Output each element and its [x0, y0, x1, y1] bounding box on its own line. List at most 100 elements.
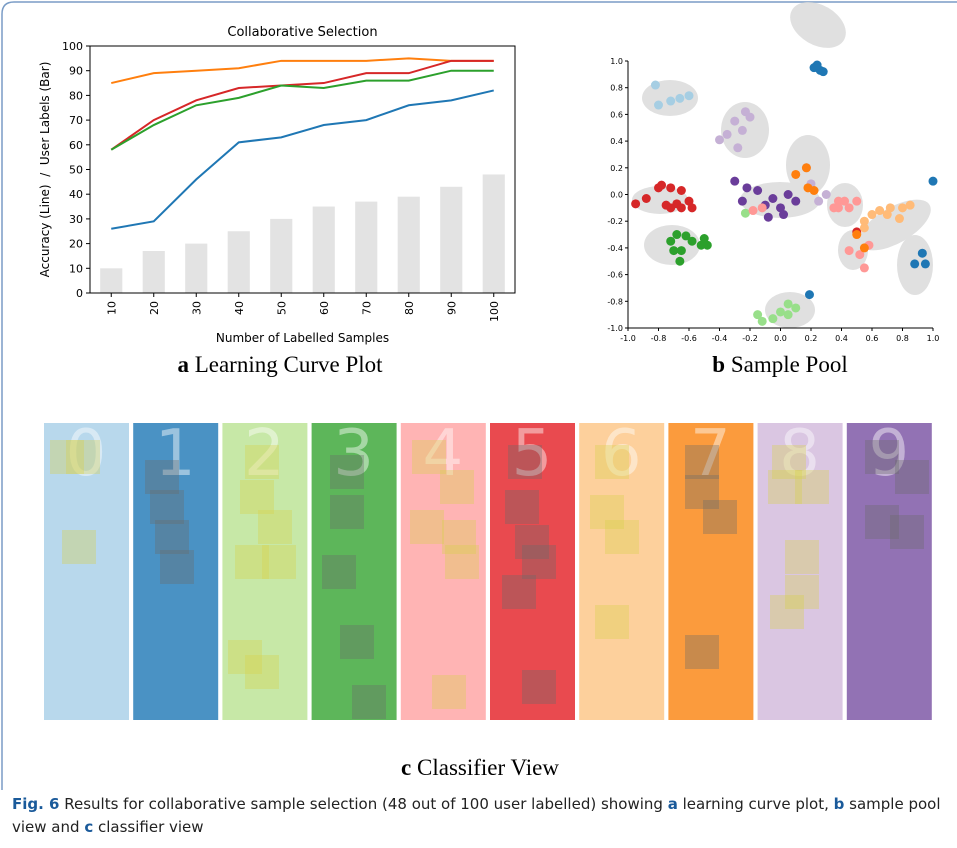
- sample-thumbnail[interactable]: [595, 445, 629, 479]
- sample-point: [895, 214, 904, 223]
- sample-thumbnail[interactable]: [522, 545, 556, 579]
- sample-point: [677, 186, 686, 195]
- sample-thumbnail[interactable]: [150, 490, 184, 524]
- y-tick-label: 10: [69, 262, 83, 275]
- sample-point: [898, 203, 907, 212]
- sample-point: [666, 237, 675, 246]
- sample-thumbnail[interactable]: [160, 550, 194, 584]
- bar: [355, 202, 377, 293]
- sample-thumbnail[interactable]: [245, 655, 279, 689]
- sample-thumbnail[interactable]: [595, 605, 629, 639]
- y-tick-label: -1.0: [607, 324, 623, 333]
- sample-point: [921, 259, 930, 268]
- sample-point: [814, 197, 823, 206]
- panel-letter: b: [712, 352, 725, 377]
- sample-point: [845, 246, 854, 255]
- sample-thumbnail[interactable]: [508, 445, 542, 479]
- y-tick-label: 0.4: [610, 137, 623, 146]
- y-axis-label: Accuracy (Line) / User Labels (Bar): [38, 62, 52, 278]
- sample-thumbnail[interactable]: [685, 635, 719, 669]
- sample-thumbnail[interactable]: [145, 460, 179, 494]
- x-axis-label: Number of Labelled Samples: [216, 331, 389, 345]
- y-tick-label: 80: [69, 89, 83, 102]
- sample-thumbnail[interactable]: [340, 625, 374, 659]
- sample-point: [819, 67, 828, 76]
- sample-thumbnail[interactable]: [770, 595, 804, 629]
- sample-thumbnail[interactable]: [703, 500, 737, 534]
- sample-point: [784, 190, 793, 199]
- sample-point: [672, 230, 681, 239]
- x-tick-label: 20: [148, 301, 161, 315]
- density-blobs: [632, 0, 939, 328]
- sample-thumbnail[interactable]: [895, 460, 929, 494]
- sample-point: [666, 203, 675, 212]
- bar: [143, 251, 165, 293]
- y-tick-label: 30: [69, 213, 83, 226]
- sample-thumbnail[interactable]: [440, 470, 474, 504]
- sample-thumbnail[interactable]: [352, 685, 386, 719]
- sample-thumbnail[interactable]: [432, 675, 466, 709]
- sample-point: [758, 203, 767, 212]
- sample-thumbnail[interactable]: [865, 440, 899, 474]
- sample-point: [845, 203, 854, 212]
- sample-thumbnail[interactable]: [502, 575, 536, 609]
- sample-thumbnail[interactable]: [240, 480, 274, 514]
- accuracy-line: [111, 90, 494, 228]
- x-tick-label: 0.8: [896, 334, 909, 343]
- sample-point: [631, 199, 640, 208]
- sample-thumbnail[interactable]: [795, 470, 829, 504]
- sample-thumbnail[interactable]: [322, 555, 356, 589]
- sample-point: [723, 130, 732, 139]
- sample-point: [834, 203, 843, 212]
- sample-thumbnail[interactable]: [330, 495, 364, 529]
- sample-point: [688, 237, 697, 246]
- figure-caption: Fig. 6 Results for collaborative sample …: [12, 793, 947, 839]
- sample-point: [715, 135, 724, 144]
- x-tick-label: 40: [233, 301, 246, 315]
- sample-thumbnail[interactable]: [445, 545, 479, 579]
- sample-point: [741, 209, 750, 218]
- sample-point: [753, 186, 762, 195]
- x-tick-label: 0.2: [805, 334, 818, 343]
- caption-text: Results for collaborative sample selecti…: [59, 795, 667, 813]
- sample-thumbnail[interactable]: [522, 670, 556, 704]
- sample-point: [768, 194, 777, 203]
- sample-point: [730, 117, 739, 126]
- sample-point: [791, 303, 800, 312]
- panel-letter: c: [401, 755, 411, 780]
- sample-thumbnail[interactable]: [155, 520, 189, 554]
- sample-thumbnail[interactable]: [410, 510, 444, 544]
- y-tick-label: 20: [69, 238, 83, 251]
- sample-thumbnail[interactable]: [330, 455, 364, 489]
- sample-point: [657, 181, 666, 190]
- sample-point: [688, 203, 697, 212]
- sample-thumbnail[interactable]: [258, 510, 292, 544]
- y-tick-label: 70: [69, 114, 83, 127]
- sample-point: [776, 307, 785, 316]
- sample-thumbnail[interactable]: [505, 490, 539, 524]
- caption-panel-letter: c: [84, 818, 93, 836]
- sample-thumbnail[interactable]: [412, 440, 446, 474]
- sample-thumbnail[interactable]: [685, 445, 719, 479]
- sample-point: [822, 190, 831, 199]
- sample-thumbnail[interactable]: [62, 530, 96, 564]
- sample-point: [768, 314, 777, 323]
- sample-point: [669, 246, 678, 255]
- y-tick-label: -0.8: [607, 297, 623, 306]
- sample-thumbnail[interactable]: [605, 520, 639, 554]
- x-tick-label: 60: [318, 301, 331, 315]
- panel-label: b Sample Pool: [712, 352, 847, 377]
- bar: [185, 244, 207, 293]
- sample-thumbnail[interactable]: [785, 540, 819, 574]
- sample-thumbnail[interactable]: [245, 445, 279, 479]
- sample-point: [758, 317, 767, 326]
- sample-thumbnail[interactable]: [262, 545, 296, 579]
- sample-thumbnail[interactable]: [890, 515, 924, 549]
- sample-thumbnail[interactable]: [66, 440, 100, 474]
- sample-point: [675, 94, 684, 103]
- x-tick-label: 80: [403, 301, 416, 315]
- sample-point: [685, 91, 694, 100]
- sample-point: [651, 81, 660, 90]
- sample-point: [868, 210, 877, 219]
- y-tick-label: 0.2: [610, 164, 623, 173]
